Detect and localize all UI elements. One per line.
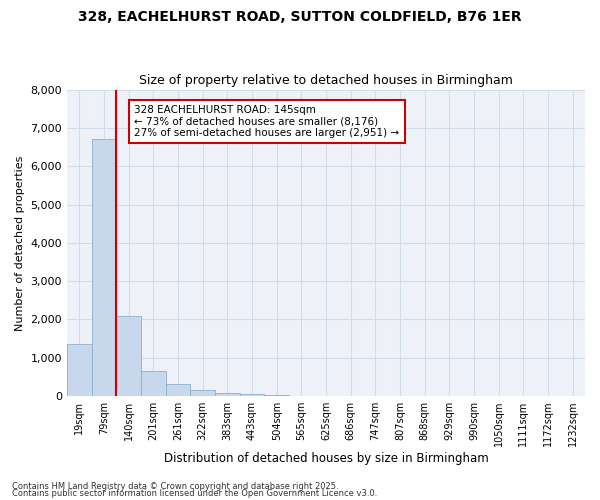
Bar: [116, 316, 141, 396]
X-axis label: Distribution of detached houses by size in Birmingham: Distribution of detached houses by size …: [164, 452, 488, 465]
Bar: [92, 140, 116, 396]
Text: 328 EACHELHURST ROAD: 145sqm
← 73% of detached houses are smaller (8,176)
27% of: 328 EACHELHURST ROAD: 145sqm ← 73% of de…: [134, 105, 400, 138]
Bar: [67, 344, 92, 396]
Bar: [141, 371, 166, 396]
Text: 328, EACHELHURST ROAD, SUTTON COLDFIELD, B76 1ER: 328, EACHELHURST ROAD, SUTTON COLDFIELD,…: [78, 10, 522, 24]
Text: Contains HM Land Registry data © Crown copyright and database right 2025.: Contains HM Land Registry data © Crown c…: [12, 482, 338, 491]
Y-axis label: Number of detached properties: Number of detached properties: [15, 155, 25, 330]
Text: Contains public sector information licensed under the Open Government Licence v3: Contains public sector information licen…: [12, 489, 377, 498]
Bar: [239, 394, 265, 396]
Bar: [265, 395, 289, 396]
Title: Size of property relative to detached houses in Birmingham: Size of property relative to detached ho…: [139, 74, 513, 87]
Bar: [190, 390, 215, 396]
Bar: [166, 384, 190, 396]
Bar: [215, 393, 239, 396]
